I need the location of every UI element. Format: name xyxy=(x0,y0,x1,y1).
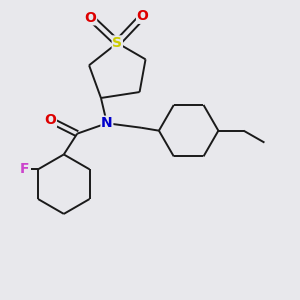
Text: O: O xyxy=(136,9,148,23)
Text: F: F xyxy=(20,162,29,176)
Text: O: O xyxy=(44,113,56,127)
Text: N: N xyxy=(101,116,113,130)
Text: O: O xyxy=(85,11,97,25)
Text: S: S xyxy=(112,36,122,50)
